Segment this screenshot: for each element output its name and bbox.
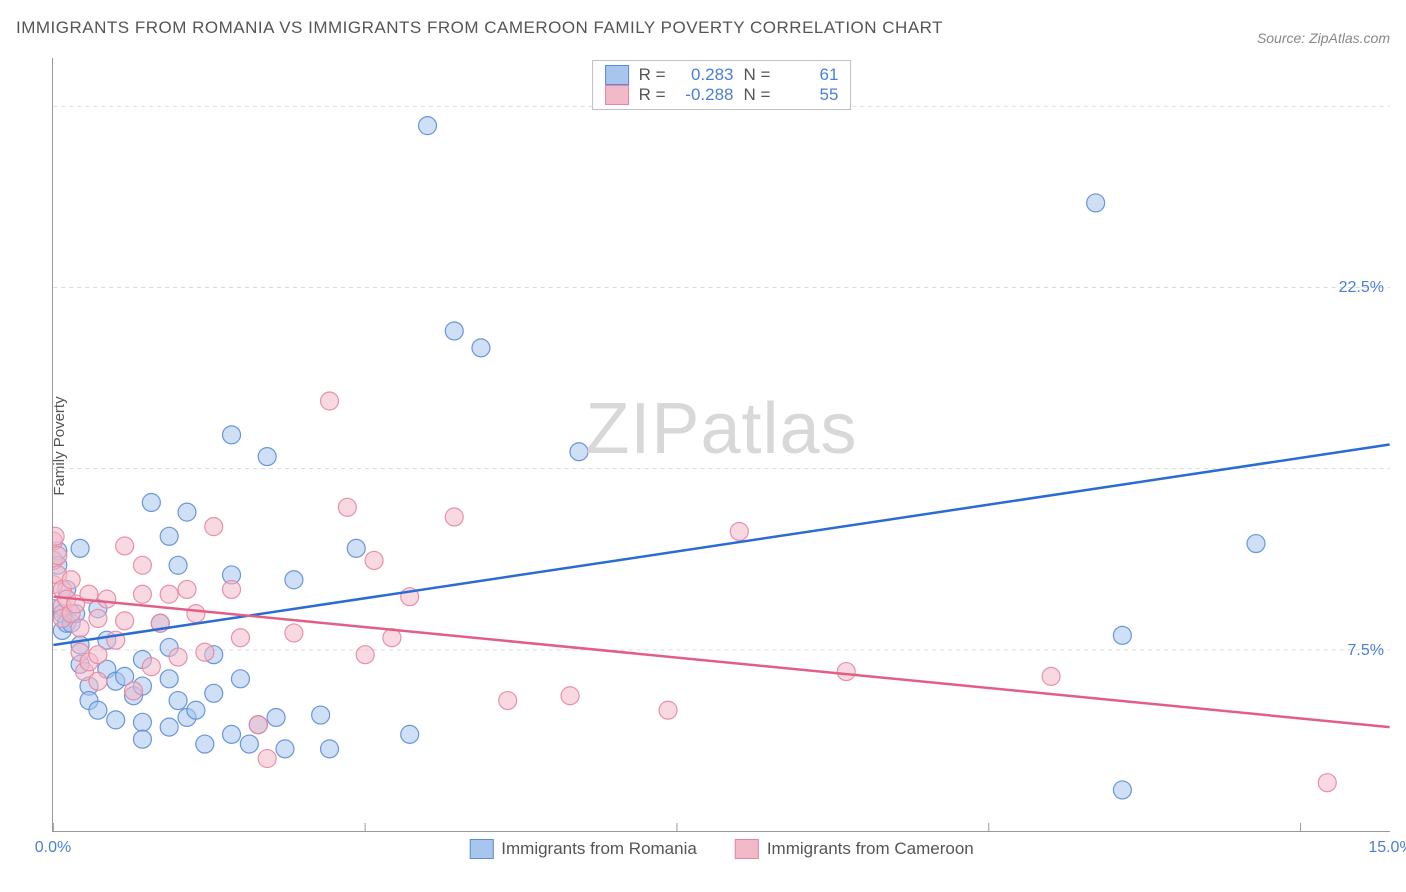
y-tick-label: 22.5% (1339, 279, 1384, 297)
legend-item-cameroon: Immigrants from Cameroon (735, 839, 974, 859)
scatter-chart-svg (53, 58, 1390, 831)
legend-swatch-cameroon (605, 85, 629, 105)
chart-title: IMMIGRANTS FROM ROMANIA VS IMMIGRANTS FR… (16, 18, 943, 38)
y-tick-label: 7.5% (1348, 642, 1384, 660)
series-legend: Immigrants from Romania Immigrants from … (469, 839, 973, 859)
n-value-romania: 61 (780, 65, 838, 85)
legend-swatch-romania (605, 65, 629, 85)
x-tick-label: 15.0% (1368, 839, 1406, 857)
legend-row-romania: R = 0.283 N = 61 (605, 65, 839, 85)
plot-area: ZIPatlas R = 0.283 N = 61 R = -0.288 N =… (52, 58, 1390, 832)
source-label: Source: ZipAtlas.com (1257, 30, 1390, 46)
legend-swatch-icon (735, 839, 759, 859)
r-value-romania: 0.283 (676, 65, 734, 85)
legend-swatch-icon (469, 839, 493, 859)
legend-item-romania: Immigrants from Romania (469, 839, 697, 859)
n-value-cameroon: 55 (780, 85, 838, 105)
r-value-cameroon: -0.288 (676, 85, 734, 105)
x-tick-label: 0.0% (35, 839, 71, 857)
correlation-legend: R = 0.283 N = 61 R = -0.288 N = 55 (592, 60, 852, 110)
legend-row-cameroon: R = -0.288 N = 55 (605, 85, 839, 105)
